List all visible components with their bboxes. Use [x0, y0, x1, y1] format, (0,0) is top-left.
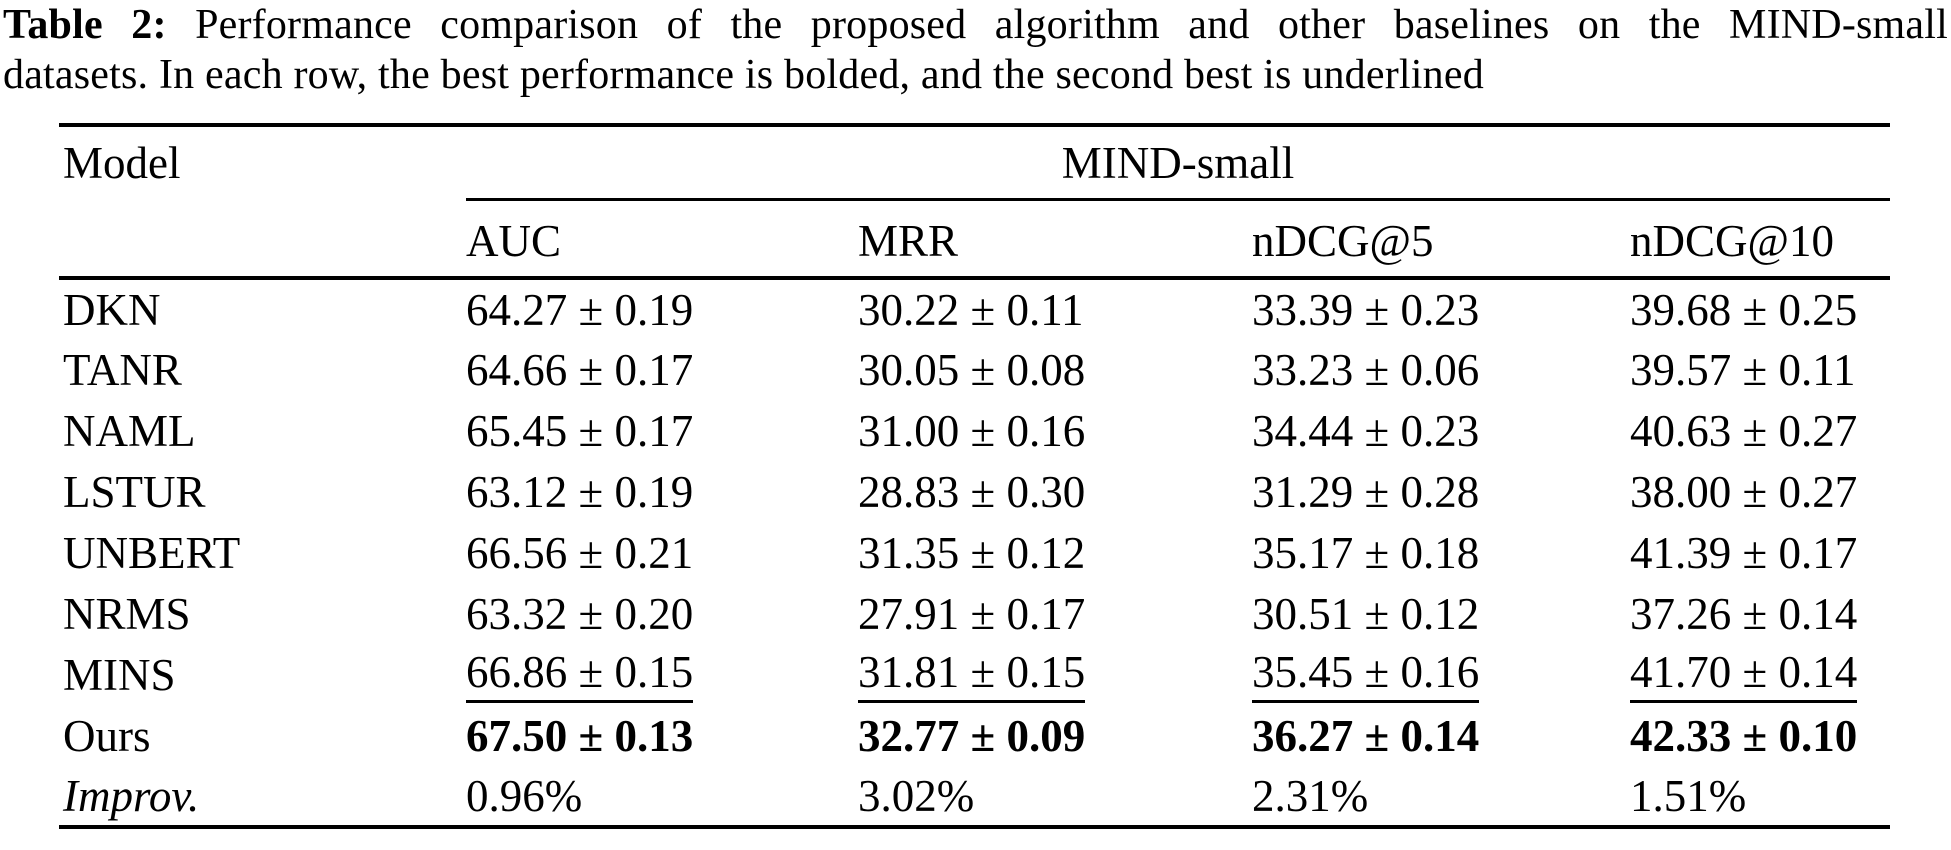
best-value: 67.50 ± 0.13 — [466, 710, 694, 761]
results-table: Model MIND-small AUC MRR nDCG@5 nDCG@10 … — [59, 123, 1891, 829]
group-header-mind-small: MIND-small — [466, 125, 1891, 201]
value-cell: 3.02% — [858, 766, 1252, 829]
column-header-ndcg5: nDCG@5 — [1252, 199, 1630, 280]
second-best-value: 35.45 ± 0.16 — [1252, 649, 1480, 703]
value-cell: 30.22 ± 0.11 — [858, 284, 1084, 335]
table-row-nrms: NRMS 63.32 ± 0.20 27.91 ± 0.17 30.51 ± 0… — [59, 583, 1890, 644]
value-cell: 31.81 ± 0.15 — [858, 644, 1252, 705]
model-cell: NAML — [63, 405, 196, 456]
model-cell: LSTUR — [63, 466, 206, 517]
value-cell: 1.51% — [1630, 766, 1891, 829]
value-cell: 39.68 ± 0.25 — [1630, 284, 1858, 335]
caption-text: Performance comparison of the proposed a… — [195, 2, 1949, 48]
value-cell: 36.27 ± 0.14 — [1252, 705, 1630, 766]
value-cell: 28.83 ± 0.30 — [858, 466, 1086, 517]
value-cell: 31.35 ± 0.12 — [858, 527, 1086, 578]
best-value: 42.33 ± 0.10 — [1630, 710, 1858, 761]
value-cell: 31.00 ± 0.16 — [858, 405, 1086, 456]
value-cell: 30.51 ± 0.12 — [1252, 588, 1480, 639]
value-cell: 66.86 ± 0.15 — [466, 644, 858, 705]
results-table-wrapper: Model MIND-small AUC MRR nDCG@5 nDCG@10 … — [59, 123, 1891, 829]
model-cell: MINS — [63, 649, 176, 700]
model-cell: TANR — [63, 344, 182, 395]
column-header-ndcg10: nDCG@10 — [1630, 199, 1891, 280]
value-cell: 38.00 ± 0.27 — [1630, 466, 1858, 517]
value-cell: 33.23 ± 0.06 — [1252, 344, 1480, 395]
value-cell: 35.45 ± 0.16 — [1252, 644, 1630, 705]
value-cell: 39.57 ± 0.11 — [1630, 344, 1856, 395]
value-cell: 40.63 ± 0.27 — [1630, 405, 1858, 456]
table-row-naml: NAML 65.45 ± 0.17 31.00 ± 0.16 34.44 ± 0… — [59, 400, 1890, 461]
table-row-dkn: DKN 64.27 ± 0.19 30.22 ± 0.11 33.39 ± 0.… — [59, 278, 1890, 339]
column-header-model: Model — [59, 125, 466, 280]
value-cell: 2.31% — [1252, 766, 1630, 829]
value-cell: 41.70 ± 0.14 — [1630, 644, 1890, 705]
model-cell: Improv. — [59, 766, 466, 829]
column-header-auc: AUC — [466, 199, 858, 280]
table-row-unbert: UNBERT 66.56 ± 0.21 31.35 ± 0.12 35.17 ±… — [59, 522, 1890, 583]
second-best-value: 41.70 ± 0.14 — [1630, 649, 1858, 703]
table-row-tanr: TANR 64.66 ± 0.17 30.05 ± 0.08 33.23 ± 0… — [59, 339, 1890, 400]
header-row-metrics: AUC MRR nDCG@5 nDCG@10 — [59, 199, 1891, 280]
model-cell: Ours — [63, 710, 151, 761]
value-cell: 34.44 ± 0.23 — [1252, 405, 1480, 456]
value-cell: 64.66 ± 0.17 — [466, 344, 694, 395]
table-caption: Table 2: Performance comparison of the p… — [0, 0, 1951, 100]
header-row-group: Model MIND-small — [59, 125, 1891, 280]
model-cell: UNBERT — [63, 527, 241, 578]
value-cell: 32.77 ± 0.09 — [858, 705, 1252, 766]
value-cell: 65.45 ± 0.17 — [466, 405, 694, 456]
second-best-value: 31.81 ± 0.15 — [858, 649, 1086, 703]
table-row-ours: Ours 67.50 ± 0.13 32.77 ± 0.09 36.27 ± 0… — [59, 705, 1890, 766]
value-cell: 64.27 ± 0.19 — [466, 284, 694, 335]
caption-label: Table 2: — [3, 2, 167, 48]
best-value: 32.77 ± 0.09 — [858, 710, 1086, 761]
value-cell: 41.39 ± 0.17 — [1630, 527, 1858, 578]
column-header-mrr: MRR — [858, 199, 1252, 280]
value-cell: 63.32 ± 0.20 — [466, 588, 694, 639]
value-cell: 27.91 ± 0.17 — [858, 588, 1086, 639]
best-value: 36.27 ± 0.14 — [1252, 710, 1480, 761]
model-cell: DKN — [63, 284, 161, 335]
value-cell: 35.17 ± 0.18 — [1252, 527, 1480, 578]
value-cell: 42.33 ± 0.10 — [1630, 705, 1890, 766]
model-cell: NRMS — [63, 588, 191, 639]
value-cell: 33.39 ± 0.23 — [1252, 284, 1480, 335]
value-cell: 0.96% — [466, 766, 858, 829]
caption-line-1: Table 2: Performance comparison of the p… — [3, 0, 1948, 50]
caption-line-2: datasets. In each row, the best performa… — [3, 52, 1484, 98]
table-row-mins: MINS 66.86 ± 0.15 31.81 ± 0.15 35.45 ± 0… — [59, 644, 1890, 705]
table-row-lstur: LSTUR 63.12 ± 0.19 28.83 ± 0.30 31.29 ± … — [59, 461, 1890, 522]
second-best-value: 66.86 ± 0.15 — [466, 649, 694, 703]
value-cell: 31.29 ± 0.28 — [1252, 466, 1480, 517]
value-cell: 67.50 ± 0.13 — [466, 705, 858, 766]
value-cell: 66.56 ± 0.21 — [466, 527, 694, 578]
value-cell: 37.26 ± 0.14 — [1630, 588, 1858, 639]
table-row-improv: Improv. 0.96% 3.02% 2.31% 1.51% — [59, 766, 1891, 829]
value-cell: 63.12 ± 0.19 — [466, 466, 694, 517]
value-cell: 30.05 ± 0.08 — [858, 344, 1086, 395]
